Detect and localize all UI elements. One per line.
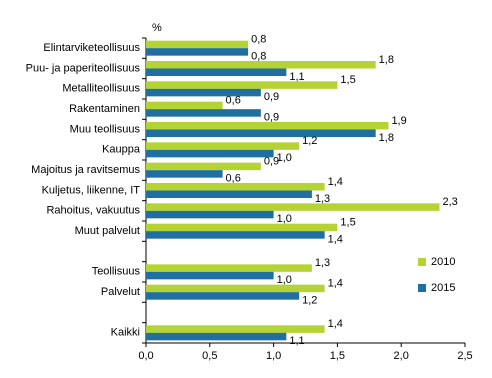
- data-label: 1,8: [379, 54, 394, 66]
- bar: [146, 142, 300, 150]
- y-tick-label: Kaikki: [111, 327, 140, 339]
- bar: [146, 101, 223, 110]
- bar: [146, 162, 261, 171]
- data-label: 1,2: [302, 135, 317, 147]
- data-label: 1,2: [302, 295, 317, 307]
- bar: [146, 109, 261, 117]
- bar: [146, 81, 338, 89]
- x-tick-label: 1,0: [266, 350, 281, 362]
- legend-label: 2015: [431, 282, 455, 294]
- x-tick-label: 0,0: [138, 350, 153, 362]
- data-label: 1,0: [277, 274, 292, 286]
- y-tick-label: Rakentaminen: [69, 103, 140, 115]
- data-label: 1,1: [289, 335, 304, 347]
- bar: [146, 203, 440, 211]
- y-tick-label: Muu teollisuus: [70, 123, 141, 135]
- bar: [146, 284, 325, 293]
- data-label: 1,0: [277, 152, 292, 164]
- data-label: 0,8: [251, 51, 266, 63]
- data-label: 1,8: [379, 132, 394, 144]
- data-label: 1,4: [328, 318, 343, 330]
- y-tick-label: Teollisuus: [92, 266, 141, 278]
- legend-swatch: [418, 284, 426, 292]
- y-tick-label: Muut palvelut: [75, 225, 140, 237]
- bar: [146, 332, 287, 341]
- data-label: 1,4: [328, 176, 343, 188]
- unit-label: %: [152, 22, 162, 34]
- data-label: 2,3: [442, 196, 457, 208]
- data-label: 0,9: [264, 112, 279, 124]
- y-tick-label: Metalliteollisuus: [62, 83, 140, 95]
- legend-label: 2010: [431, 256, 455, 268]
- bar: [146, 183, 325, 191]
- data-label: 1,1: [289, 71, 304, 83]
- bar: [146, 68, 287, 76]
- data-label: 1,9: [391, 115, 406, 127]
- data-label: 1,3: [315, 257, 330, 269]
- data-label: 1,4: [328, 278, 343, 290]
- data-label: 1,5: [340, 217, 355, 229]
- bar: [146, 122, 389, 130]
- y-tick-label: Palvelut: [101, 286, 140, 298]
- y-tick-label: Kauppa: [102, 144, 141, 156]
- data-label: 0,8: [251, 34, 266, 46]
- bar: [146, 292, 300, 300]
- bar: [146, 170, 223, 178]
- bar: [146, 40, 249, 49]
- bar: [146, 231, 325, 239]
- x-tick-label: 0,5: [202, 350, 217, 362]
- bar: [146, 129, 376, 137]
- bar: [146, 271, 274, 280]
- x-tick-label: 2,5: [457, 350, 472, 362]
- data-label: 0,6: [226, 95, 241, 107]
- data-label: 0,9: [264, 91, 279, 103]
- data-label: 1,3: [315, 193, 330, 205]
- y-tick-label: Kuljetus, liikenne, IT: [42, 184, 141, 196]
- bar: [146, 264, 312, 272]
- data-label: 1,5: [340, 74, 355, 86]
- x-tick-label: 1,5: [330, 350, 345, 362]
- data-label: 0,9: [264, 156, 279, 168]
- bar: [146, 61, 376, 69]
- bar: [146, 190, 312, 198]
- bar: [146, 149, 274, 158]
- bar: [146, 88, 261, 97]
- x-tick-label: 2,0: [394, 350, 409, 362]
- y-tick-label: Majoitus ja ravitsemus: [31, 164, 140, 176]
- bar: [146, 325, 325, 333]
- legend-swatch: [418, 258, 426, 266]
- y-tick-label: Puu- ja paperiteollisuus: [26, 62, 141, 74]
- data-label: 0,6: [226, 173, 241, 185]
- bar: [146, 48, 249, 56]
- y-tick-label: Rahoitus, vakuutus: [46, 205, 140, 217]
- data-label: 1,4: [328, 234, 343, 246]
- data-label: 1,0: [277, 213, 292, 225]
- bar: [146, 223, 338, 232]
- y-tick-label: Elintarviketeollisuus: [43, 42, 140, 54]
- bar: [146, 210, 274, 219]
